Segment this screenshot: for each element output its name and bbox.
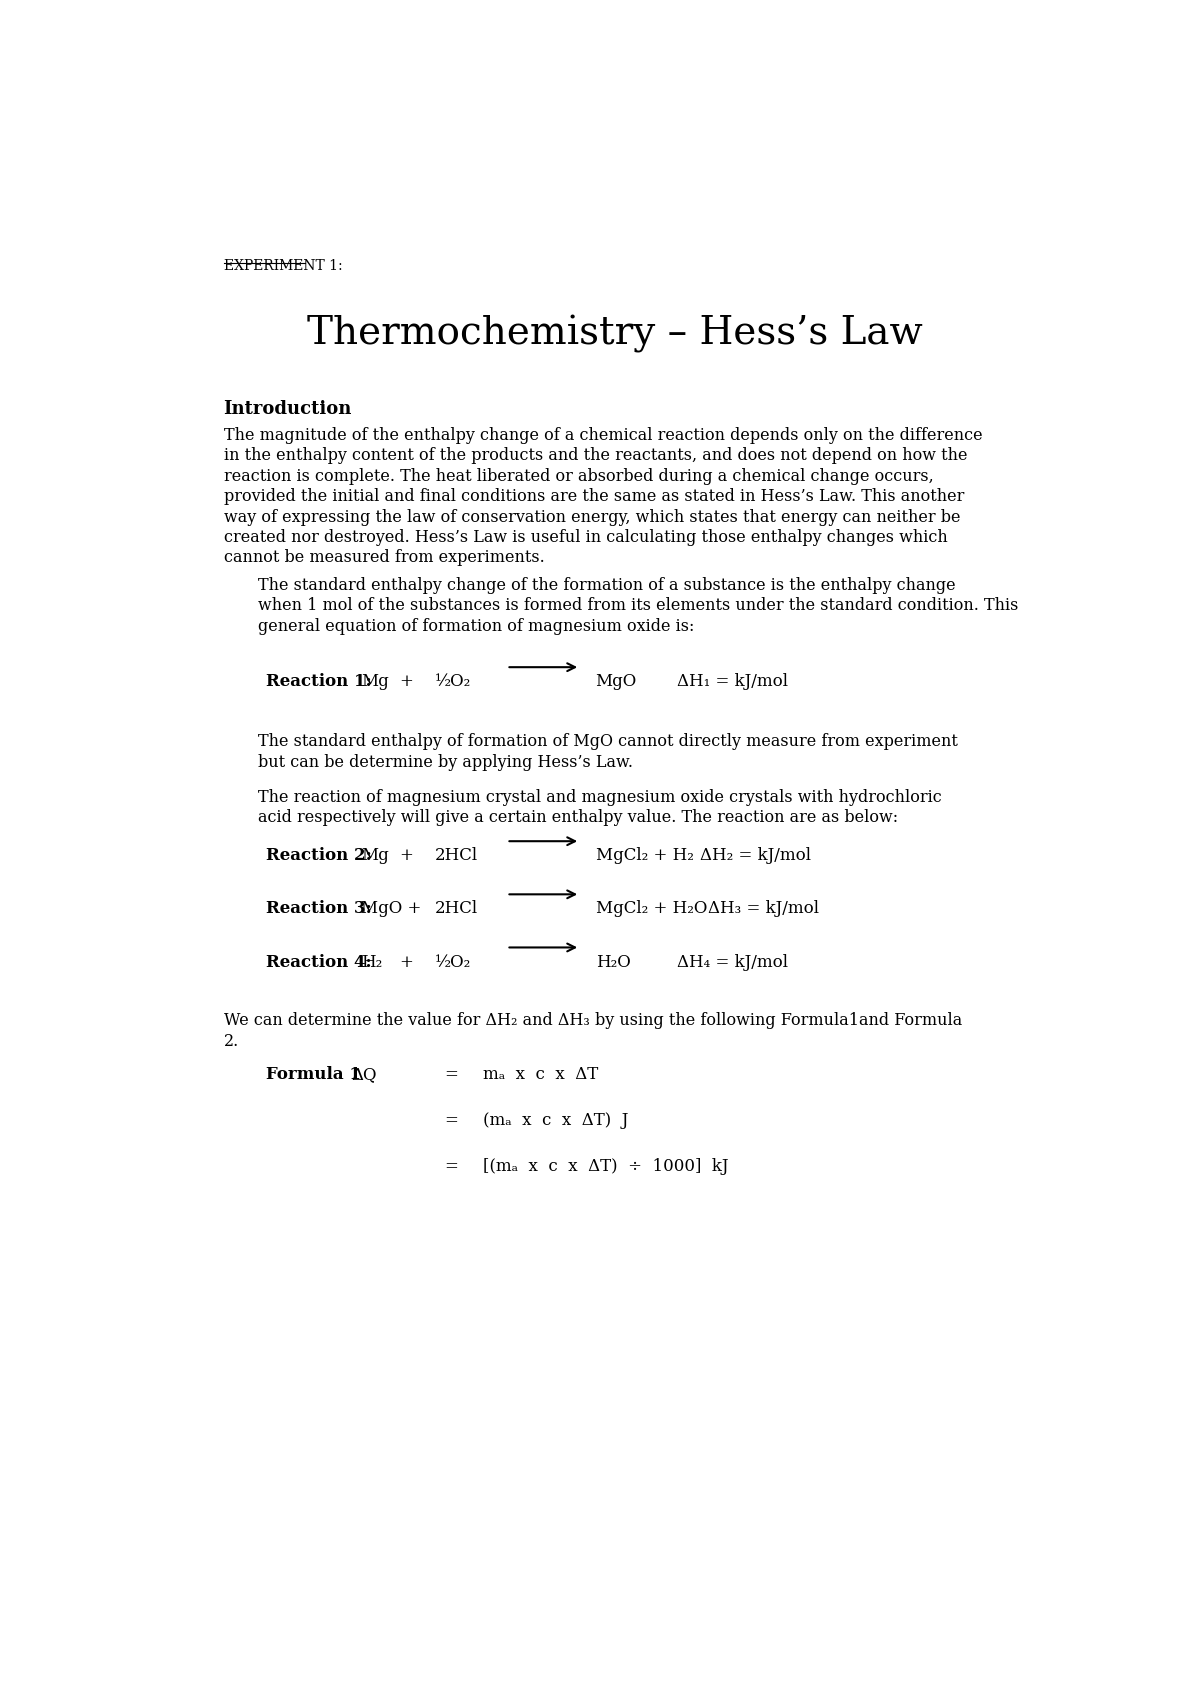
Text: +: + [400, 954, 414, 971]
Text: mₐ  x  c  x  ΔT: mₐ x c x ΔT [484, 1066, 599, 1083]
Text: [(mₐ  x  c  x  ΔT)  ÷  1000]  kJ: [(mₐ x c x ΔT) ÷ 1000] kJ [484, 1159, 728, 1176]
Text: provided the initial and final conditions are the same as stated in Hess’s Law. : provided the initial and final condition… [223, 489, 964, 506]
Text: but can be determine by applying Hess’s Law.: but can be determine by applying Hess’s … [258, 753, 634, 770]
Text: The standard enthalpy of formation of MgO cannot directly measure from experimen: The standard enthalpy of formation of Mg… [258, 733, 959, 750]
Text: ΔH₁ = kJ/mol: ΔH₁ = kJ/mol [677, 674, 788, 691]
Text: Mg: Mg [361, 674, 389, 691]
Text: H₂: H₂ [361, 954, 382, 971]
Text: The magnitude of the enthalpy change of a chemical reaction depends only on the : The magnitude of the enthalpy change of … [223, 428, 983, 445]
Text: +: + [400, 847, 414, 864]
Text: ΔQ: ΔQ [352, 1066, 377, 1083]
Text: in the enthalpy content of the products and the reactants, and does not depend o: in the enthalpy content of the products … [223, 448, 967, 465]
Text: We can determine the value for ΔH₂ and ΔH₃ by using the following Formula1and Fo: We can determine the value for ΔH₂ and Δ… [223, 1011, 962, 1028]
Text: created nor destroyed. Hess’s Law is useful in calculating those enthalpy change: created nor destroyed. Hess’s Law is use… [223, 529, 947, 546]
Text: when 1 mol of the substances is formed from its elements under the standard cond: when 1 mol of the substances is formed f… [258, 597, 1019, 614]
Text: +: + [400, 674, 414, 691]
Text: acid respectively will give a certain enthalpy value. The reaction are as below:: acid respectively will give a certain en… [258, 809, 899, 826]
Text: Reaction 4:: Reaction 4: [266, 954, 372, 971]
Text: EXPERIMENT 1:: EXPERIMENT 1: [223, 260, 342, 273]
Text: Reaction 2:: Reaction 2: [266, 847, 372, 864]
Text: Reaction 1:: Reaction 1: [266, 674, 372, 691]
Text: =: = [444, 1066, 458, 1083]
Text: Introduction: Introduction [223, 400, 352, 417]
Text: ΔH₄ = kJ/mol: ΔH₄ = kJ/mol [677, 954, 788, 971]
Text: ½O₂: ½O₂ [436, 674, 472, 691]
Text: Thermochemistry – Hess’s Law: Thermochemistry – Hess’s Law [307, 316, 923, 353]
Text: cannot be measured from experiments.: cannot be measured from experiments. [223, 550, 545, 567]
Text: Reaction 3:: Reaction 3: [266, 901, 372, 918]
Text: ΔH₃ = kJ/mol: ΔH₃ = kJ/mol [708, 901, 818, 918]
Text: way of expressing the law of conservation energy, which states that energy can n: way of expressing the law of conservatio… [223, 509, 960, 526]
Text: MgCl₂ + H₂O: MgCl₂ + H₂O [595, 901, 707, 918]
Text: reaction is complete. The heat liberated or absorbed during a chemical change oc: reaction is complete. The heat liberated… [223, 468, 934, 485]
Text: =: = [444, 1159, 458, 1176]
Text: 2.: 2. [223, 1032, 239, 1049]
Text: Formula 1: Formula 1 [266, 1066, 361, 1083]
Text: MgO +: MgO + [361, 901, 421, 918]
Text: general equation of formation of magnesium oxide is:: general equation of formation of magnesi… [258, 618, 695, 635]
Text: Mg: Mg [361, 847, 389, 864]
Text: MgO: MgO [595, 674, 637, 691]
Text: 2HCl: 2HCl [436, 847, 479, 864]
Text: ½O₂: ½O₂ [436, 954, 472, 971]
Text: H₂O: H₂O [595, 954, 630, 971]
Text: 2HCl: 2HCl [436, 901, 479, 918]
Text: (mₐ  x  c  x  ΔT)  J: (mₐ x c x ΔT) J [484, 1112, 629, 1129]
Text: ΔH₂ = kJ/mol: ΔH₂ = kJ/mol [701, 847, 811, 864]
Text: The standard enthalpy change of the formation of a substance is the enthalpy cha: The standard enthalpy change of the form… [258, 577, 956, 594]
Text: The reaction of magnesium crystal and magnesium oxide crystals with hydrochloric: The reaction of magnesium crystal and ma… [258, 789, 942, 806]
Text: MgCl₂ + H₂: MgCl₂ + H₂ [595, 847, 694, 864]
Text: =: = [444, 1112, 458, 1129]
